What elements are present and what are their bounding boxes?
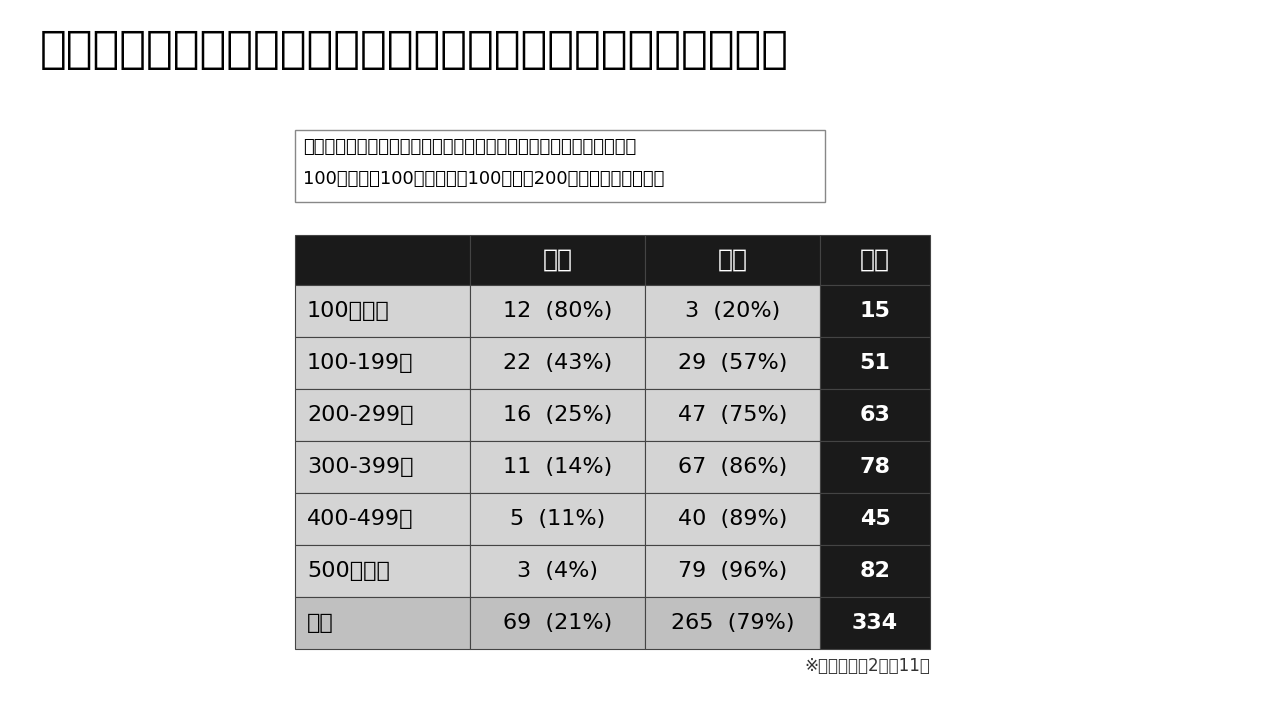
- FancyBboxPatch shape: [645, 441, 820, 493]
- FancyBboxPatch shape: [820, 441, 931, 493]
- Text: 500床以上: 500床以上: [307, 561, 390, 581]
- FancyBboxPatch shape: [820, 235, 931, 285]
- Text: 63: 63: [860, 405, 891, 425]
- FancyBboxPatch shape: [470, 389, 645, 441]
- Text: （図表１）コロナ患者受け入れなし・あり病院の病床規模分析: （図表１）コロナ患者受け入れなし・あり病院の病床規模分析: [40, 28, 788, 71]
- Text: ※分析期間：2月～11月: ※分析期間：2月～11月: [804, 657, 931, 675]
- Text: 総計: 総計: [860, 248, 890, 272]
- Text: 200-299床: 200-299床: [307, 405, 413, 425]
- Text: 12  (80%): 12 (80%): [503, 301, 612, 321]
- FancyBboxPatch shape: [645, 235, 820, 285]
- Text: 78: 78: [859, 457, 891, 477]
- FancyBboxPatch shape: [470, 235, 645, 285]
- FancyBboxPatch shape: [820, 545, 931, 597]
- Text: 総計: 総計: [307, 613, 334, 633]
- FancyBboxPatch shape: [294, 493, 470, 545]
- Text: 3  (4%): 3 (4%): [517, 561, 598, 581]
- Text: 100床未満と100床台、次に100床台と200床以上に大きな差。: 100床未満と100床台、次に100床台と200床以上に大きな差。: [303, 170, 664, 188]
- Text: 29  (57%): 29 (57%): [678, 353, 787, 373]
- Text: 47  (75%): 47 (75%): [678, 405, 787, 425]
- FancyBboxPatch shape: [645, 285, 820, 337]
- Text: 82: 82: [860, 561, 891, 581]
- Text: 45: 45: [860, 509, 891, 529]
- Text: 100-199床: 100-199床: [307, 353, 413, 373]
- Text: 51: 51: [860, 353, 891, 373]
- Text: 3  (20%): 3 (20%): [685, 301, 780, 321]
- FancyBboxPatch shape: [645, 493, 820, 545]
- FancyBboxPatch shape: [294, 545, 470, 597]
- Text: あり: あり: [718, 248, 748, 272]
- Text: 67  (86%): 67 (86%): [678, 457, 787, 477]
- FancyBboxPatch shape: [470, 597, 645, 649]
- Text: コロナ患者の受け入れ病院は病床規模に大きく影響することは明確。: コロナ患者の受け入れ病院は病床規模に大きく影響することは明確。: [303, 138, 636, 156]
- FancyBboxPatch shape: [820, 597, 931, 649]
- FancyBboxPatch shape: [470, 441, 645, 493]
- FancyBboxPatch shape: [294, 441, 470, 493]
- Text: 15: 15: [860, 301, 891, 321]
- FancyBboxPatch shape: [470, 285, 645, 337]
- Text: 5  (11%): 5 (11%): [509, 509, 605, 529]
- Text: 69  (21%): 69 (21%): [503, 613, 612, 633]
- Text: 11  (14%): 11 (14%): [503, 457, 612, 477]
- FancyBboxPatch shape: [470, 545, 645, 597]
- FancyBboxPatch shape: [470, 493, 645, 545]
- FancyBboxPatch shape: [820, 493, 931, 545]
- Text: 40  (89%): 40 (89%): [678, 509, 787, 529]
- Text: 334: 334: [852, 613, 899, 633]
- Text: 79  (96%): 79 (96%): [678, 561, 787, 581]
- Text: 16  (25%): 16 (25%): [503, 405, 612, 425]
- FancyBboxPatch shape: [645, 389, 820, 441]
- FancyBboxPatch shape: [645, 597, 820, 649]
- FancyBboxPatch shape: [470, 337, 645, 389]
- Text: 22  (43%): 22 (43%): [503, 353, 612, 373]
- FancyBboxPatch shape: [294, 285, 470, 337]
- FancyBboxPatch shape: [820, 285, 931, 337]
- FancyBboxPatch shape: [294, 597, 470, 649]
- Text: 100床未満: 100床未満: [307, 301, 389, 321]
- FancyBboxPatch shape: [294, 235, 470, 285]
- FancyBboxPatch shape: [820, 337, 931, 389]
- Text: なし: なし: [543, 248, 572, 272]
- FancyBboxPatch shape: [820, 389, 931, 441]
- Text: 300-399床: 300-399床: [307, 457, 413, 477]
- Text: 400-499床: 400-499床: [307, 509, 413, 529]
- FancyBboxPatch shape: [645, 337, 820, 389]
- Text: 265  (79%): 265 (79%): [671, 613, 795, 633]
- FancyBboxPatch shape: [294, 389, 470, 441]
- FancyBboxPatch shape: [294, 337, 470, 389]
- FancyBboxPatch shape: [645, 545, 820, 597]
- FancyBboxPatch shape: [294, 130, 826, 202]
